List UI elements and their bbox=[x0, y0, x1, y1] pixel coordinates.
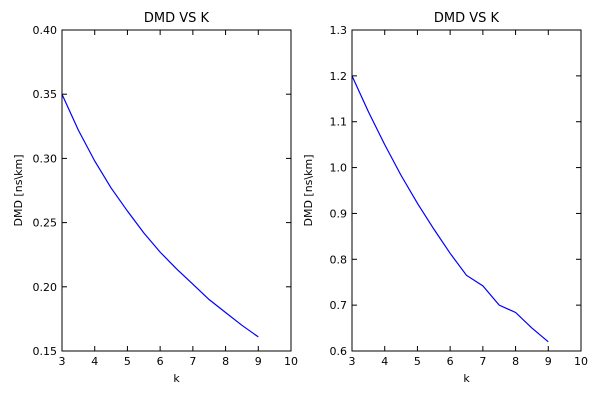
chart-left-x-tick-label: 3 bbox=[59, 355, 66, 368]
chart-left-x-tick-label: 4 bbox=[91, 355, 98, 368]
chart-right-y-tick-label: 1.1 bbox=[330, 116, 348, 129]
chart-right-x-tick-label: 6 bbox=[447, 355, 454, 368]
chart-left-axes-frame bbox=[61, 29, 292, 352]
chart-left-x-tick-label: 6 bbox=[157, 355, 164, 368]
chart-right-y-tick-label: 1.3 bbox=[330, 24, 348, 37]
chart-left-y-tick-label: 0.35 bbox=[33, 88, 58, 101]
chart-right-x-axis-label: k bbox=[463, 372, 470, 385]
chart-right-title: DMD VS K bbox=[434, 11, 500, 26]
chart-right-y-tick-label: 0.7 bbox=[330, 299, 348, 312]
chart-right-x-tick-label: 8 bbox=[512, 355, 519, 368]
chart-left-x-axis-label: k bbox=[173, 372, 180, 385]
chart-left-y-tick-label: 0.40 bbox=[33, 24, 58, 37]
chart-left-x-tick-label: 8 bbox=[222, 355, 229, 368]
chart-left-y-tick-label: 0.15 bbox=[33, 345, 58, 358]
chart-left-x-tick-label: 5 bbox=[124, 355, 131, 368]
chart-right-y-tick-label: 1.2 bbox=[330, 70, 348, 83]
chart-right-series-line bbox=[351, 75, 549, 343]
chart-left-series-line bbox=[61, 93, 259, 338]
chart-right-y-axis-label: DMD [ns\km] bbox=[302, 154, 315, 226]
chart-left-y-tick-label: 0.25 bbox=[33, 217, 58, 230]
chart-right-axes-frame bbox=[351, 29, 582, 352]
chart-left-x-tick-label: 9 bbox=[255, 355, 262, 368]
chart-right-y-tick-label: 1.0 bbox=[330, 162, 348, 175]
chart-left-x-tick-label: 10 bbox=[284, 355, 298, 368]
chart-left-y-tick-label: 0.30 bbox=[33, 152, 58, 165]
chart-right-x-tick-label: 9 bbox=[545, 355, 552, 368]
right-chart: DMD VS K 3 4 5 6 7 8 9 10 0.6 0.7 0.8 0.9 1.0 1.1 1.2 1.… bbox=[302, 11, 588, 385]
chart-left-y-axis-label: DMD [ns\km] bbox=[12, 154, 25, 226]
chart-right-x-tick-label: 10 bbox=[574, 355, 588, 368]
chart-right-x-tick-label: 5 bbox=[414, 355, 421, 368]
chart-right-y-tick-label: 0.8 bbox=[330, 253, 348, 266]
chart-right-x-tick-label: 7 bbox=[479, 355, 486, 368]
chart-right-y-tick-label: 0.9 bbox=[330, 207, 348, 220]
chart-left-title: DMD VS K bbox=[144, 11, 210, 26]
chart-right-x-tick-label: 4 bbox=[381, 355, 388, 368]
chart-right-y-tick-label: 0.6 bbox=[330, 345, 348, 358]
chart-right-x-tick-label: 3 bbox=[349, 355, 356, 368]
chart-left-y-tick-label: 0.20 bbox=[33, 281, 58, 294]
left-chart: DMD VS K 3 4 5 6 7 8 9 10 0.15 0.20 0.25 0.30 0.35 0.4… bbox=[12, 11, 298, 385]
chart-left-x-tick-label: 7 bbox=[189, 355, 196, 368]
